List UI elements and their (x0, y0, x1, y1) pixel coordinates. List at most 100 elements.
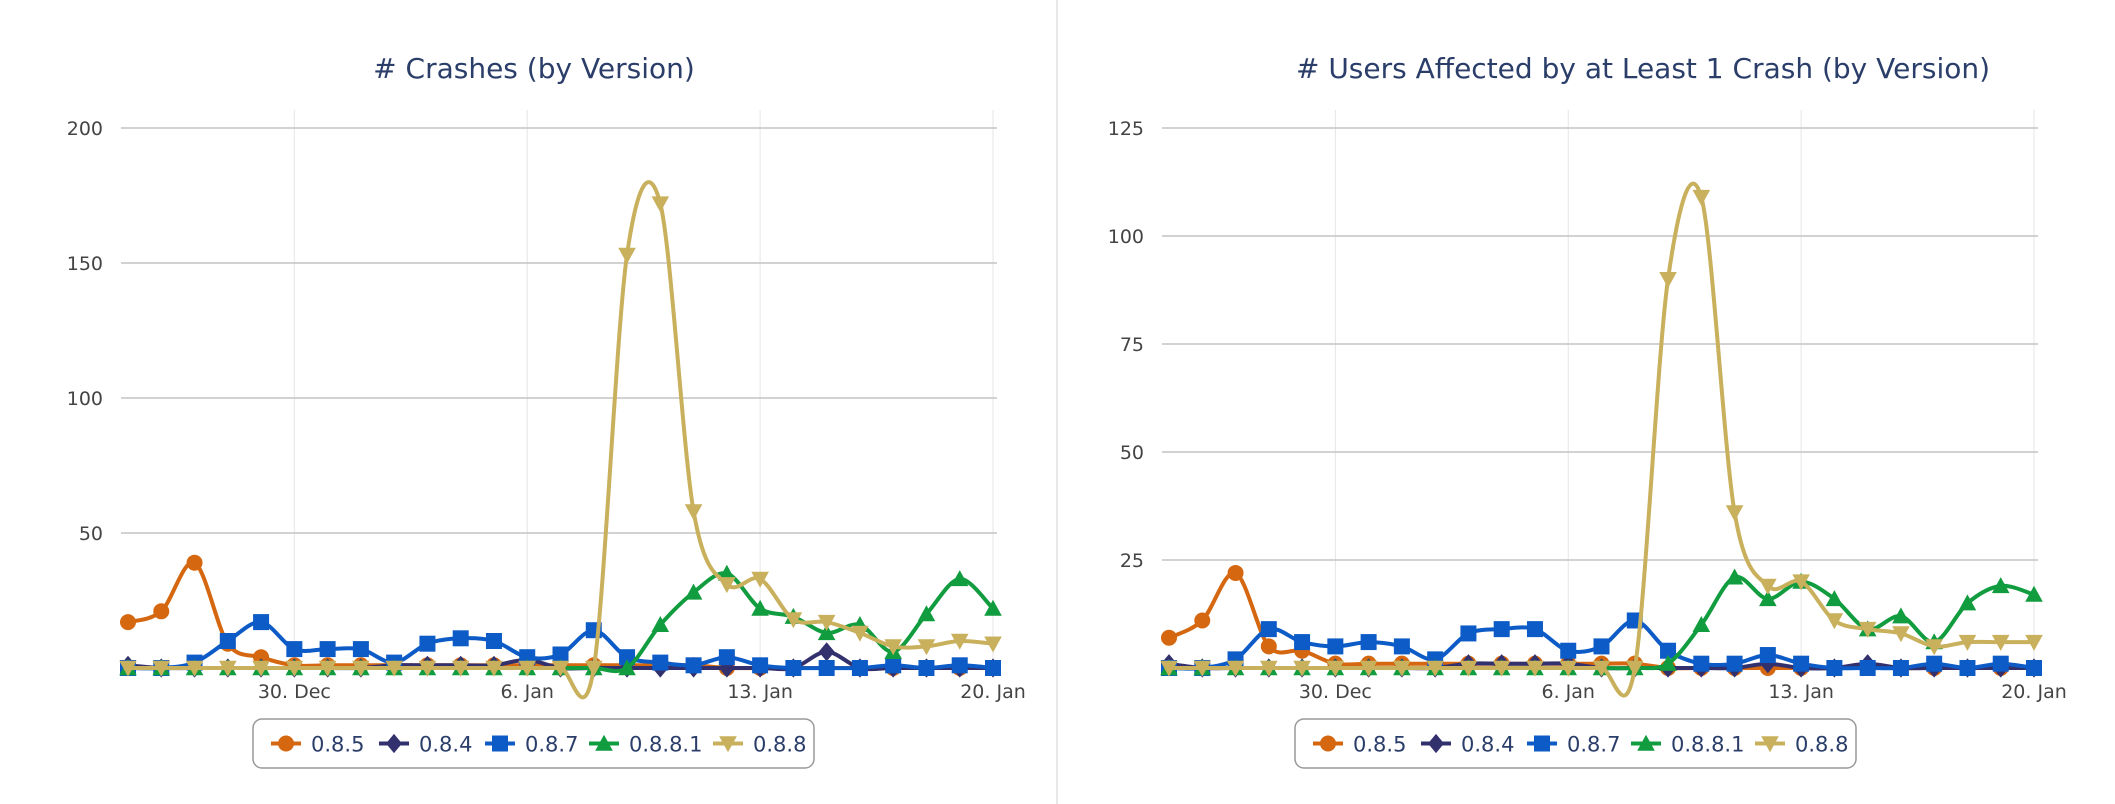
data-point[interactable] (851, 625, 869, 642)
data-point[interactable] (1260, 621, 1277, 638)
data-point[interactable] (1160, 660, 1178, 677)
data-point[interactable] (752, 657, 769, 674)
data-point[interactable] (418, 660, 437, 677)
legend-item-0-8-8[interactable]: 0.8.8 (713, 733, 806, 757)
data-point[interactable] (352, 641, 369, 658)
data-point[interactable] (219, 633, 236, 649)
data-point[interactable] (1725, 505, 1744, 522)
data-point[interactable] (751, 599, 769, 616)
data-point[interactable] (718, 577, 736, 594)
data-point[interactable] (452, 630, 469, 647)
data-point[interactable] (219, 660, 237, 677)
data-point[interactable] (253, 614, 270, 631)
data-point[interactable] (1859, 660, 1876, 676)
data-point[interactable] (1759, 647, 1776, 664)
data-point[interactable] (1958, 594, 1977, 611)
data-point[interactable] (1293, 660, 1311, 677)
data-point[interactable] (185, 660, 204, 677)
data-point[interactable] (286, 641, 303, 658)
data-point[interactable] (1892, 626, 1910, 643)
series-0-8-8[interactable] (1160, 181, 2043, 698)
data-point[interactable] (1459, 660, 1478, 677)
data-point[interactable] (1792, 574, 1810, 591)
data-point[interactable] (917, 605, 936, 622)
data-point[interactable] (1260, 660, 1278, 677)
data-point[interactable] (618, 247, 636, 264)
data-point[interactable] (1659, 272, 1677, 288)
legend-item-0-8-8-1[interactable]: 0.8.8.1 (589, 733, 702, 757)
data-point[interactable] (318, 660, 337, 677)
data-point[interactable] (285, 660, 304, 677)
data-point[interactable] (784, 612, 803, 629)
data-point[interactable] (751, 571, 769, 588)
data-point[interactable] (1393, 638, 1410, 655)
legend-item-0-8-8[interactable]: 0.8.8 (1755, 733, 1848, 757)
data-point[interactable] (584, 660, 603, 677)
data-point[interactable] (2025, 585, 2043, 602)
data-point[interactable] (1693, 655, 1710, 672)
data-point[interactable] (1659, 654, 1677, 671)
data-point[interactable] (1625, 660, 1644, 677)
data-point[interactable] (2025, 634, 2043, 651)
data-point[interactable] (1359, 660, 1378, 677)
data-point[interactable] (1460, 625, 1477, 642)
legend-item-0-8-4[interactable]: 0.8.4 (1421, 733, 1514, 757)
data-point[interactable] (718, 649, 735, 666)
data-point[interactable] (652, 654, 669, 671)
data-point[interactable] (1759, 578, 1777, 595)
data-point[interactable] (1226, 660, 1245, 677)
data-point[interactable] (352, 660, 370, 677)
data-point[interactable] (120, 614, 136, 631)
data-point[interactable] (984, 599, 1002, 616)
data-point[interactable] (1726, 655, 1743, 672)
data-point[interactable] (485, 633, 502, 649)
legend-item-0-8-8-1[interactable]: 0.8.8.1 (1631, 733, 1744, 757)
data-point[interactable] (1826, 660, 1843, 676)
data-point[interactable] (1991, 634, 2010, 651)
data-point[interactable] (186, 554, 203, 571)
data-point[interactable] (1825, 613, 1844, 630)
data-point[interactable] (817, 624, 836, 641)
data-point[interactable] (1294, 634, 1311, 651)
data-point[interactable] (1593, 638, 1610, 655)
data-point[interactable] (518, 660, 537, 677)
data-point[interactable] (818, 660, 835, 676)
data-point[interactable] (1493, 621, 1510, 638)
data-point[interactable] (1991, 577, 2010, 594)
data-point[interactable] (152, 660, 171, 677)
data-point[interactable] (1393, 660, 1411, 677)
data-point[interactable] (619, 649, 636, 666)
data-point[interactable] (1559, 660, 1578, 677)
data-point[interactable] (551, 660, 570, 677)
data-point[interactable] (917, 639, 936, 656)
data-point[interactable] (485, 660, 503, 677)
data-point[interactable] (950, 570, 969, 587)
data-point[interactable] (1227, 564, 1244, 581)
data-point[interactable] (1858, 621, 1877, 638)
data-point[interactable] (1260, 638, 1277, 655)
data-point[interactable] (252, 660, 270, 677)
data-point[interactable] (885, 657, 902, 674)
data-point[interactable] (319, 641, 336, 658)
data-point[interactable] (1327, 638, 1344, 655)
data-point[interactable] (685, 657, 702, 674)
legend-item-0-8-7[interactable]: 0.8.7 (485, 733, 578, 757)
data-point[interactable] (918, 660, 935, 676)
data-point[interactable] (985, 660, 1001, 676)
data-point[interactable] (817, 614, 836, 631)
data-point[interactable] (1992, 655, 2009, 672)
data-point[interactable] (1759, 590, 1777, 607)
data-point[interactable] (1560, 642, 1577, 659)
data-point[interactable] (419, 635, 436, 652)
data-point[interactable] (1193, 660, 1212, 677)
series-0-8-8[interactable] (119, 180, 1002, 700)
data-point[interactable] (1892, 607, 1910, 624)
legend-item-0-8-7[interactable]: 0.8.7 (1527, 733, 1620, 757)
data-point[interactable] (1161, 629, 1177, 646)
data-point[interactable] (1925, 639, 1943, 656)
data-point[interactable] (1526, 660, 1544, 677)
data-point[interactable] (1958, 634, 1977, 651)
series-0-8-7[interactable] (120, 614, 1001, 676)
data-point[interactable] (718, 564, 736, 581)
data-point[interactable] (884, 639, 902, 656)
